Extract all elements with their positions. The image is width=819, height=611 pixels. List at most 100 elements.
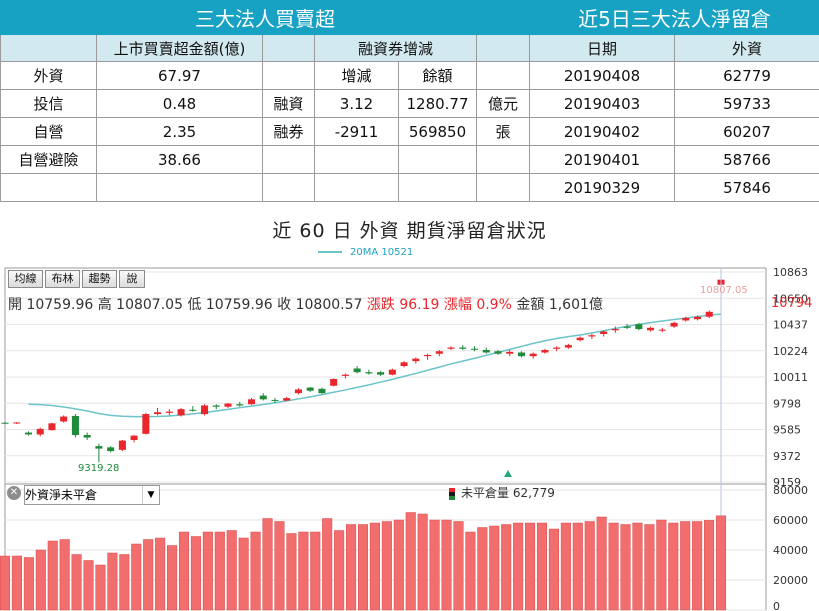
candle-body	[705, 311, 713, 317]
volume-bar	[608, 522, 619, 611]
volume-bar	[167, 545, 178, 611]
open-label: 開	[8, 297, 22, 313]
ma-legend-label: 20MA 10521	[350, 247, 414, 258]
row-change: -2911	[314, 117, 399, 146]
marker-triangle	[504, 470, 512, 477]
candle-body	[142, 414, 150, 434]
candle-body	[283, 398, 291, 401]
volume-bar	[35, 549, 46, 611]
close-icon[interactable]: ✕	[7, 486, 21, 500]
row-label	[262, 173, 315, 202]
row-change	[314, 145, 399, 174]
y-tick-label: 9372	[773, 450, 801, 463]
candle-body	[130, 435, 138, 440]
row-date: 20190408	[529, 61, 675, 90]
help-button[interactable]: 說	[119, 270, 145, 288]
candle-body	[95, 446, 103, 449]
sub-header-change: 增減	[314, 61, 399, 90]
header-date: 日期	[529, 34, 675, 62]
candle-body	[494, 351, 502, 354]
candle-body	[400, 362, 408, 367]
candle-body	[306, 387, 314, 391]
candle-body	[271, 399, 279, 401]
trend-button[interactable]: 趨勢	[82, 270, 117, 288]
moving-average-button[interactable]: 均線	[8, 270, 43, 288]
volume-legend-value: 62,779	[512, 486, 555, 500]
candle-body	[118, 440, 126, 450]
indicator-select-value: 外資淨未平倉	[25, 488, 98, 502]
y-tick-label: 9159	[773, 476, 801, 489]
candle-body	[600, 331, 608, 334]
candle-body	[424, 354, 432, 357]
candle-body	[247, 399, 256, 405]
candle-body	[177, 409, 185, 416]
candle-body	[259, 395, 267, 400]
volume-bar	[226, 530, 237, 611]
volume-bar	[489, 525, 500, 611]
volume-bar	[310, 531, 321, 611]
volume-bar	[632, 522, 643, 611]
candle-body	[341, 374, 349, 376]
row-unit	[476, 145, 530, 174]
ma-legend-line	[318, 251, 342, 253]
candle-body	[377, 372, 385, 375]
volume-bar	[429, 519, 440, 611]
volume-bar	[11, 555, 22, 611]
volume-bar	[501, 524, 512, 611]
volume-bar	[393, 519, 404, 611]
volume-bar	[23, 557, 34, 611]
change-value: 96.19	[399, 297, 440, 313]
volume-bar	[202, 531, 213, 611]
candle-body	[60, 416, 68, 422]
header-foreign: 外資	[673, 34, 819, 62]
candle-body	[553, 347, 561, 349]
candle-body	[24, 432, 32, 435]
row-date: 20190402	[529, 117, 675, 146]
volume-bar	[572, 522, 583, 611]
candle-body	[541, 350, 549, 353]
candle-body	[412, 358, 420, 362]
candle-body	[330, 378, 338, 386]
indicator-select[interactable]: 外資淨未平倉 ▼	[24, 485, 160, 505]
volume-bar	[119, 554, 130, 611]
row-balance: 569850	[398, 117, 477, 146]
candle-body	[83, 435, 91, 438]
volume-bar	[214, 531, 225, 611]
volume-bar	[357, 524, 369, 611]
volume-bar	[417, 513, 428, 611]
volume-bar	[584, 521, 595, 611]
candle-body	[611, 329, 619, 331]
volume-legend-label: 未平倉量	[461, 486, 510, 500]
volume-bar	[704, 520, 715, 611]
candle-body	[447, 347, 455, 349]
chart-title: 近 60 日 外資 期貨淨留倉狀況	[272, 220, 547, 242]
volume-bar	[656, 519, 667, 611]
volume-bar	[83, 560, 94, 611]
open-value: 10759.96	[26, 297, 94, 313]
volume-bar	[71, 554, 82, 611]
y-tick-label: 10224	[773, 345, 808, 358]
low-annotation: 9319.28	[78, 463, 119, 474]
candle-body	[623, 326, 631, 328]
low-value: 10759.96	[205, 297, 273, 313]
row-unit: 張	[476, 117, 530, 146]
high-label: 高	[97, 297, 112, 313]
row-balance	[398, 145, 477, 174]
candle-body	[682, 317, 690, 321]
left-table-title: 三大法人買賣超	[0, 0, 530, 35]
volume-bar	[178, 531, 190, 611]
futures-chart[interactable]: 10863 10650 10437 10224 10011 9798 9585 9372 915…	[0, 264, 819, 611]
volume-bar	[47, 540, 58, 611]
volume-bar	[131, 543, 142, 611]
volume-bar	[477, 527, 488, 611]
y-tick-label: 10650	[773, 292, 808, 305]
chevron-down-icon: ▼	[142, 486, 159, 504]
row-date: 20190329	[529, 173, 675, 202]
row-unit: 億元	[476, 89, 530, 118]
bollinger-button[interactable]: 布林	[45, 270, 80, 288]
row-balance: 1280.77	[398, 89, 477, 118]
amount-label: 金額	[516, 297, 545, 313]
row-unit	[476, 61, 530, 90]
candle-body	[694, 316, 702, 320]
row-label: 融券	[262, 117, 315, 146]
